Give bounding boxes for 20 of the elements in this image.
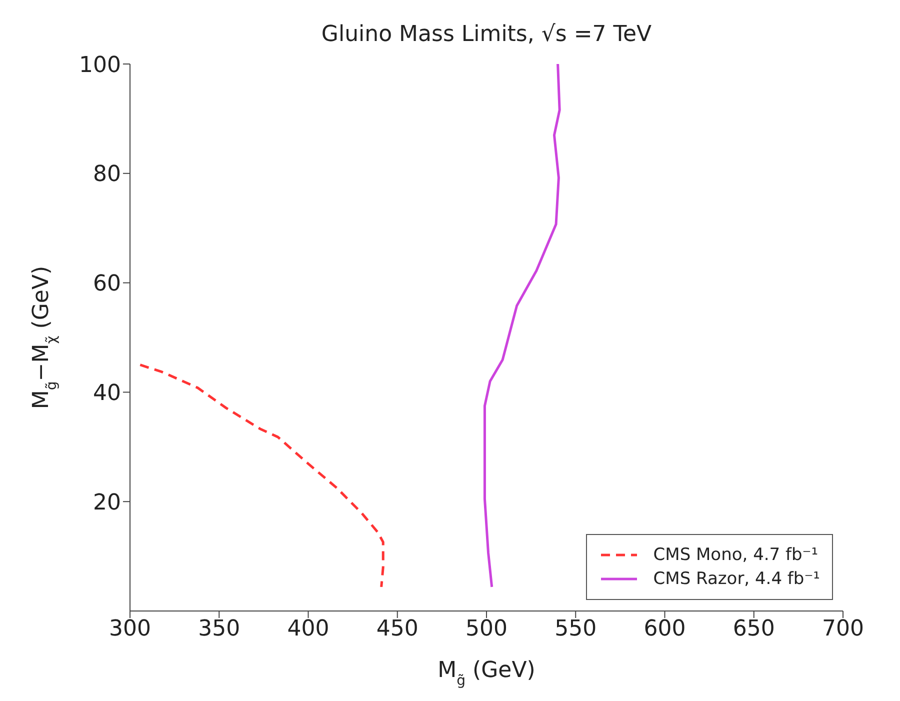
- x-tick-label: 450: [376, 616, 418, 642]
- y-tick-label: 80: [93, 162, 121, 188]
- y-tick-label: 60: [93, 272, 121, 297]
- x-tick-label: 350: [198, 616, 240, 642]
- legend-label: CMS Mono, 4.7 fb⁻¹: [653, 545, 818, 565]
- x-tick-label: 300: [109, 616, 151, 642]
- x-tick-label: 650: [732, 616, 775, 642]
- line-series: [483, 64, 561, 588]
- x-axis-title: M$_{g̃}$ (GeV): [438, 658, 536, 689]
- x-tick-label: 550: [554, 616, 597, 642]
- x-tick-label: 500: [466, 616, 508, 642]
- legend-label: CMS Razor, 4.4 fb⁻¹: [653, 569, 820, 589]
- y-tick-label: 20: [93, 490, 121, 516]
- x-tick-label: 600: [644, 616, 686, 642]
- chart-title: Gluino Mass Limits, √s =7 TeV: [320, 22, 653, 47]
- y-tick-label: 40: [93, 381, 121, 406]
- y-tick-label: 100: [79, 52, 121, 78]
- x-tick-label: 400: [287, 616, 330, 642]
- line-series: [138, 364, 384, 588]
- x-tick-label: 700: [822, 616, 864, 642]
